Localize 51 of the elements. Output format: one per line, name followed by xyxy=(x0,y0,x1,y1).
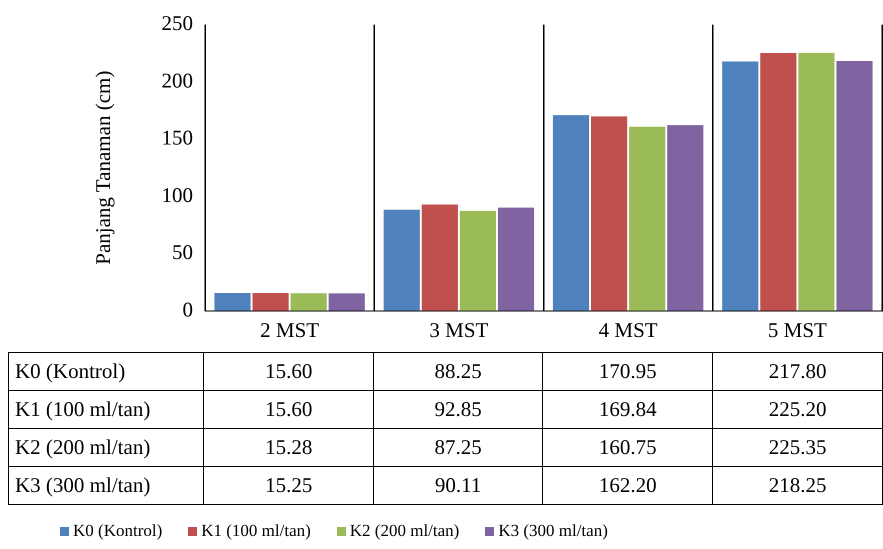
data-label: 15.25 xyxy=(204,466,374,504)
y-tick-label: 250 xyxy=(162,11,193,36)
bar xyxy=(552,115,590,311)
data-label: 225.20 xyxy=(712,390,882,428)
legend-label: K0 (Kontrol) xyxy=(73,521,162,540)
bar xyxy=(760,52,796,311)
legend-label: K1 (100 ml/tan) xyxy=(201,521,311,540)
bar xyxy=(460,210,496,311)
x-tick-label: 3 MST xyxy=(429,318,489,342)
x-tick-label: 2 MST xyxy=(260,318,320,342)
y-tick-label: 100 xyxy=(162,182,193,207)
data-label: 169.84 xyxy=(542,390,713,428)
data-label: 90.11 xyxy=(373,466,543,504)
y-tick-label: 200 xyxy=(162,68,193,92)
bar xyxy=(498,208,534,311)
bar xyxy=(798,52,835,311)
bar xyxy=(722,61,758,311)
text: K3 (300 ml/tan) xyxy=(15,473,150,497)
bar xyxy=(328,293,365,311)
data-label: 15.28 xyxy=(204,428,374,466)
y-tick-label: 50 xyxy=(172,240,193,264)
y-tick-label: 0 xyxy=(182,297,193,322)
x-tick-label: 5 MST xyxy=(768,318,828,342)
bar xyxy=(214,292,251,311)
x-tick-label: 4 MST xyxy=(598,318,658,342)
bar xyxy=(384,210,420,311)
data-label: 88.25 xyxy=(373,352,543,390)
bar xyxy=(290,293,327,311)
data-label: 162.20 xyxy=(542,466,713,504)
text: K0 (Kontrol) xyxy=(15,359,126,383)
data-label: 217.80 xyxy=(712,352,882,390)
legend-label: K2 (200 ml/tan) xyxy=(350,521,460,540)
y-axis-title: Panjang Tanaman (cm) xyxy=(91,70,116,265)
data-label: 92.85 xyxy=(373,390,543,428)
y-tick-label: 150 xyxy=(162,126,193,150)
data-label: 15.60 xyxy=(204,390,374,428)
text: K1 (100 ml/tan) xyxy=(15,397,150,421)
data-label: 87.25 xyxy=(373,428,543,466)
data-label: 225.35 xyxy=(712,428,882,466)
data-label: 160.75 xyxy=(542,428,713,466)
legend-label: K3 (300 ml/tan) xyxy=(498,521,608,540)
data-label: 170.95 xyxy=(542,352,713,390)
bar xyxy=(590,116,628,311)
data-label: 15.60 xyxy=(204,352,374,390)
bar xyxy=(836,60,873,311)
text: K2 (200 ml/tan) xyxy=(15,435,150,459)
bar xyxy=(629,126,666,311)
bar xyxy=(667,125,704,311)
bar xyxy=(422,204,458,311)
data-label: 218.25 xyxy=(712,466,882,504)
bar xyxy=(252,292,289,311)
